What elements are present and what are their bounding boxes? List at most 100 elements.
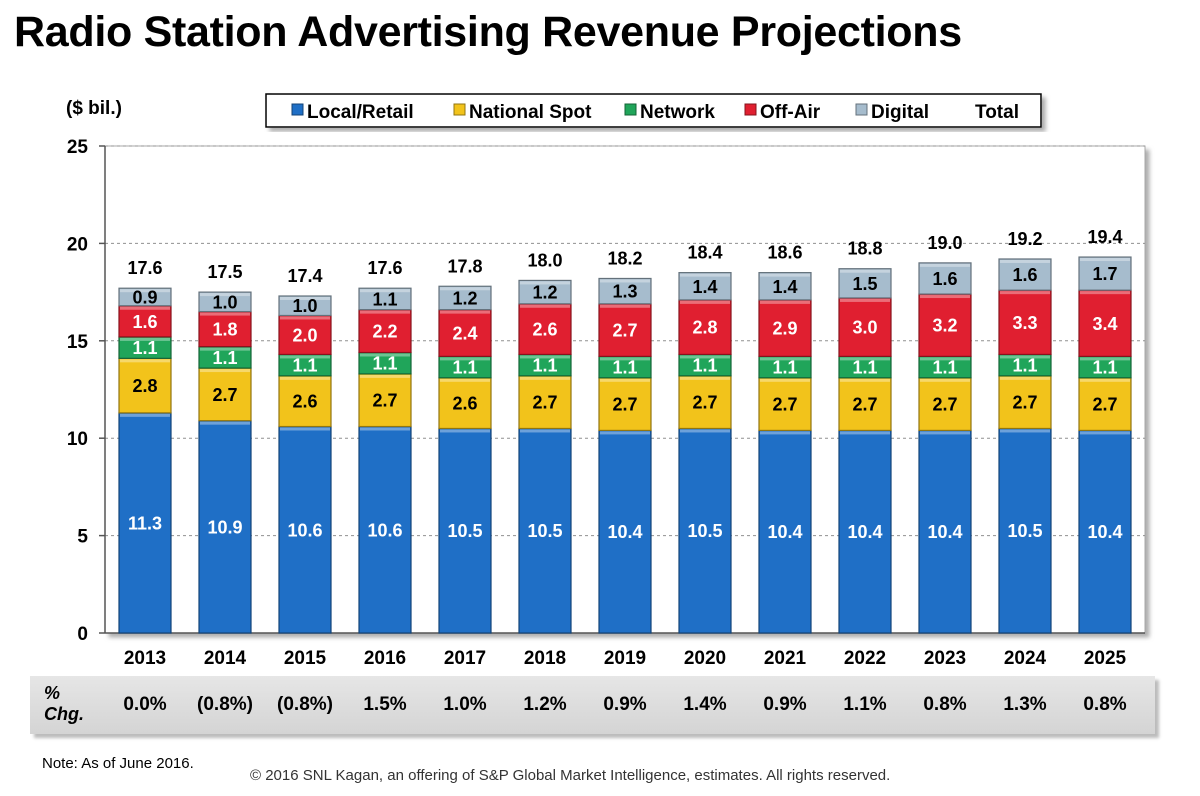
bar-segment (118, 357, 172, 414)
bar-stack-2018: 10.5 2.7 1.1 2.6 1.2 18.0 (518, 250, 572, 634)
data-label: 2.7 (932, 395, 957, 415)
data-label: 1.6 (1012, 265, 1037, 285)
bar-highlight (920, 357, 970, 361)
bar-highlight (1000, 355, 1050, 359)
bar-highlight (840, 298, 890, 302)
bar-highlight (680, 376, 730, 380)
data-label: 1.1 (212, 348, 237, 368)
data-label: 2.7 (612, 395, 637, 415)
bar-stack-2013: 11.3 2.8 1.1 1.6 0.9 17.6 (118, 258, 172, 634)
bar-highlight (280, 316, 330, 320)
data-label: 1.1 (532, 356, 557, 376)
data-label: 1.1 (612, 358, 637, 378)
bar-segment (998, 427, 1052, 634)
total-label: 17.6 (127, 258, 162, 278)
bar-segment (438, 285, 492, 311)
data-label: 10.9 (207, 517, 242, 537)
bar-highlight (360, 310, 410, 314)
bar-segment (198, 310, 252, 348)
bar-stack-2021: 10.4 2.7 1.1 2.9 1.4 18.6 (758, 243, 812, 634)
bar-segment (838, 297, 892, 357)
data-label: 1.0 (292, 296, 317, 316)
bar-highlight (200, 369, 250, 373)
data-label: 1.1 (292, 356, 317, 376)
bar-segment (758, 272, 812, 301)
bar-highlight (520, 376, 570, 380)
legend-entry: Off-Air (760, 102, 821, 123)
bar-segment (918, 377, 972, 432)
bars-group: 11.3 2.8 1.1 1.6 0.9 17.6 10.9 2.7 1.1 1.8 1.0 17.5… (118, 227, 1132, 634)
bar-segment (678, 375, 732, 430)
bar-segment (598, 303, 652, 357)
bar-highlight (280, 376, 330, 380)
bar-highlight (440, 357, 490, 361)
bar-highlight (520, 355, 570, 359)
bar-highlight (920, 431, 970, 435)
data-label: 1.1 (1092, 358, 1117, 378)
bar-segment (358, 373, 412, 428)
data-label: 1.4 (692, 277, 717, 297)
percent-change-band (30, 676, 1155, 734)
bar-highlight (600, 304, 650, 308)
legend-entry: Total (975, 102, 1019, 123)
x-tick-label: 2019 (604, 648, 646, 669)
bar-highlight (1080, 378, 1130, 382)
bar-highlight (280, 355, 330, 359)
gridlines (105, 145, 1145, 537)
bar-highlight (680, 300, 730, 304)
bar-highlight (1080, 258, 1130, 262)
data-label: 2.6 (292, 392, 317, 412)
bar-highlight (760, 357, 810, 361)
percent-change-value: 1.4% (683, 694, 727, 715)
data-label: 3.3 (1012, 313, 1037, 333)
bar-highlight (520, 281, 570, 285)
bar-segment (198, 367, 252, 422)
x-tick-label: 2020 (684, 648, 726, 669)
data-label: 1.0 (212, 292, 237, 312)
legend-swatch (453, 103, 466, 116)
data-label: 10.4 (847, 522, 882, 542)
bar-segment (918, 293, 972, 357)
data-label: 10.4 (927, 522, 962, 542)
data-label: 2.4 (452, 324, 477, 344)
data-label: 10.5 (687, 521, 722, 541)
bar-segment (518, 427, 572, 634)
bar-highlight (840, 357, 890, 361)
bar-highlight (920, 263, 970, 267)
bar-highlight (1080, 431, 1130, 435)
bar-stack-2020: 10.5 2.7 1.1 2.8 1.4 18.4 (678, 243, 732, 634)
bar-highlight (920, 378, 970, 382)
bar-highlight (840, 269, 890, 273)
percent-change-value: 1.5% (363, 694, 407, 715)
legend: Local/Retail National Spot Network Off-Air D… (265, 93, 1042, 128)
data-label: 1.4 (772, 277, 797, 297)
legend-entry: Network (640, 102, 715, 123)
data-label: 2.8 (692, 318, 717, 338)
data-label: 2.7 (532, 393, 557, 413)
bar-highlight (360, 289, 410, 293)
bar-segment (518, 279, 572, 305)
x-tick-label: 2018 (524, 648, 566, 669)
bar-highlight (360, 353, 410, 357)
bar-segment (518, 303, 572, 356)
bar-segment (358, 287, 412, 311)
legend-swatch (744, 103, 757, 116)
bar-highlight (120, 413, 170, 417)
bar-highlight (440, 429, 490, 433)
x-tick-label: 2016 (364, 648, 406, 669)
total-label: 18.6 (767, 243, 802, 263)
bar-segment (758, 299, 812, 357)
bar-highlight (920, 295, 970, 299)
data-label: 2.0 (292, 325, 317, 345)
data-label: 2.7 (852, 395, 877, 415)
data-label: 0.9 (132, 287, 157, 307)
x-tick-label: 2024 (1004, 648, 1047, 669)
x-tick-label: 2023 (924, 648, 966, 669)
bar-highlight (600, 431, 650, 435)
bar-stack-2014: 10.9 2.7 1.1 1.8 1.0 17.5 (198, 262, 252, 634)
bar-highlight (280, 296, 330, 300)
bar-highlight (760, 273, 810, 277)
legend-entry: Digital (871, 102, 929, 123)
data-label: 10.5 (447, 521, 482, 541)
bar-stack-2023: 10.4 2.7 1.1 3.2 1.6 19.0 (918, 233, 972, 634)
